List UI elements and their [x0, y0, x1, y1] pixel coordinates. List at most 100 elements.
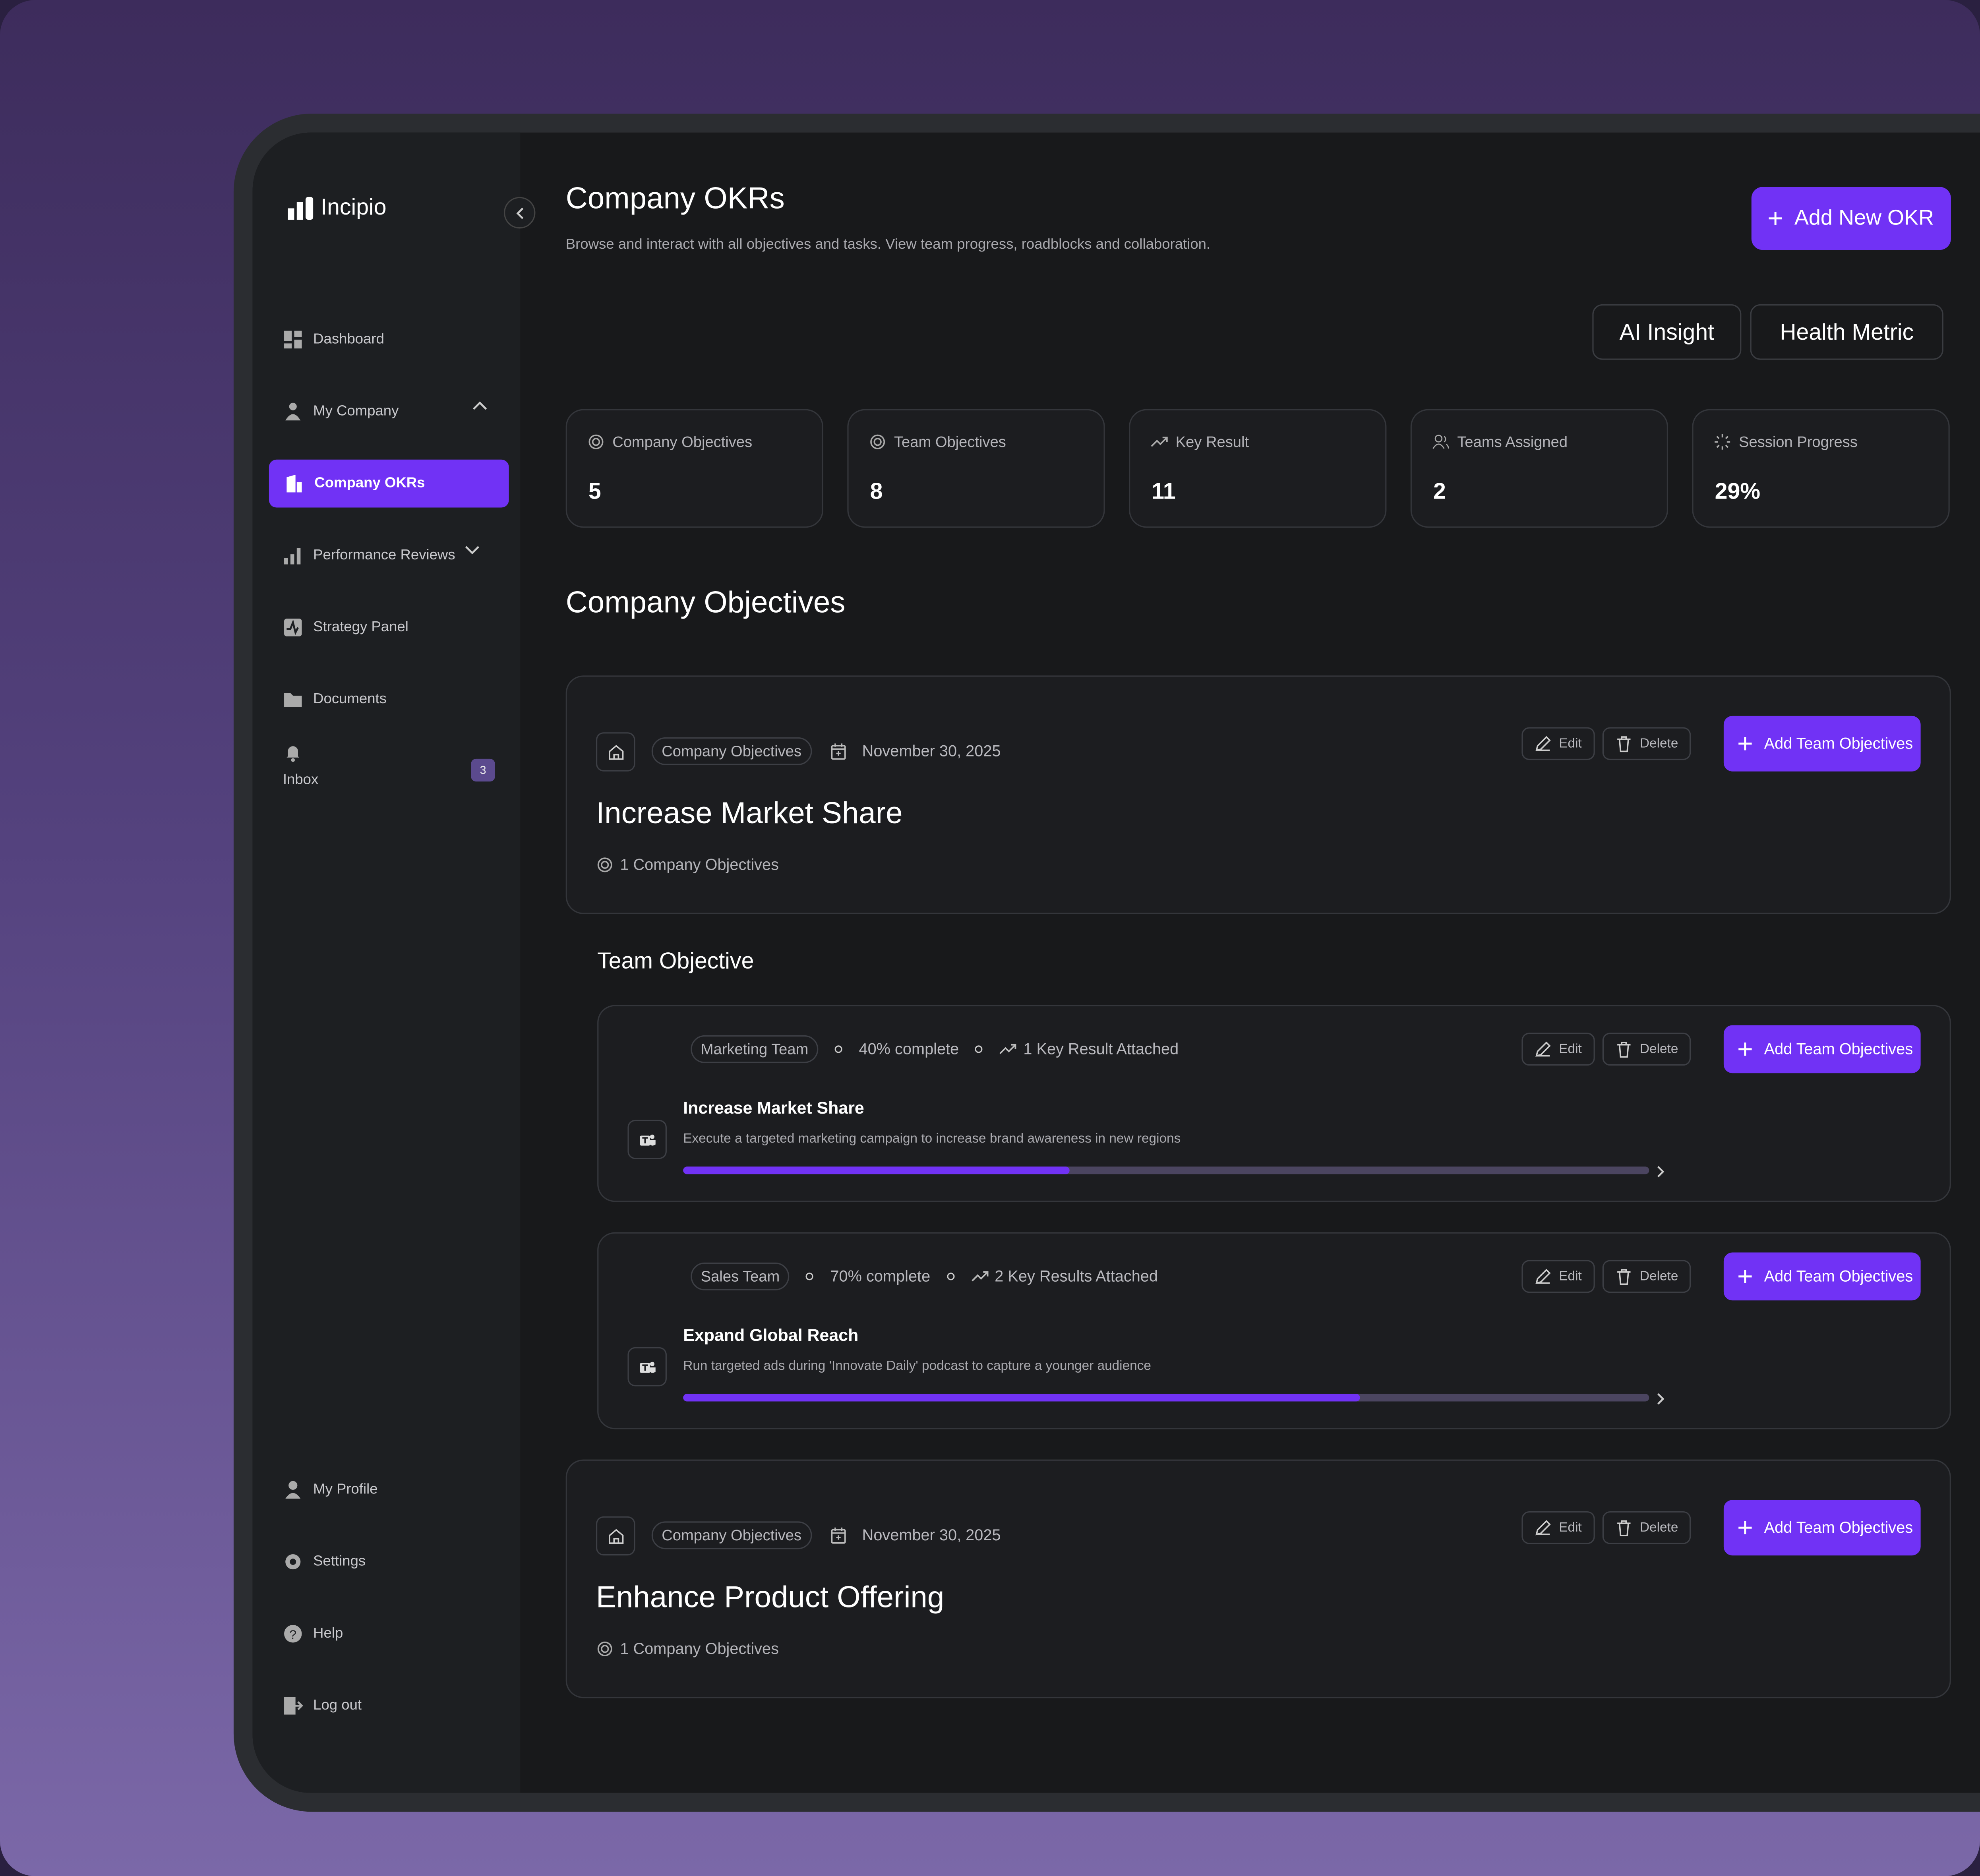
progress-fill: [683, 1394, 1360, 1402]
nav-label: Help: [313, 1626, 343, 1642]
nav-item[interactable]: Log out: [283, 1696, 362, 1716]
button-label: Edit: [1559, 736, 1582, 751]
icon: [597, 857, 612, 872]
sidebar: Incipio Dashboard My Company Company OKRs P…: [252, 132, 536, 1793]
dot: [975, 1045, 983, 1053]
objective-card: Company Objectives November 30, 2025 Incr…: [565, 675, 1951, 914]
icon: [284, 331, 302, 349]
icon: [1616, 1269, 1630, 1285]
stat-label-text: Company Objectives: [612, 433, 753, 451]
stat-label: Teams Assigned: [1432, 433, 1568, 451]
stat-label: Company Objectives: [587, 433, 752, 451]
screen: Incipio Dashboard My Company Company OKRs P…: [252, 132, 1980, 1793]
icon: [639, 1134, 655, 1145]
nav-item[interactable]: My Profile: [283, 1480, 378, 1500]
icon: [830, 743, 846, 760]
nav-label: Performance Reviews: [313, 548, 455, 563]
edit-button[interactable]: Edit: [1521, 1260, 1595, 1293]
action-bar: Edit Delete Add Team Objectives: [1445, 1500, 1950, 1556]
edit-button[interactable]: Edit: [1521, 727, 1595, 760]
button-label: Add Team Objectives: [1764, 1267, 1913, 1286]
team-objective-description: Run targeted ads during 'Innovate Daily'…: [683, 1358, 1151, 1374]
objective-card: Company Objectives November 30, 2025 Enha…: [565, 1459, 1951, 1698]
count-text: 1 Company Objectives: [620, 856, 779, 874]
add-team-objectives-button[interactable]: Add Team Objectives: [1723, 716, 1921, 772]
button-label: Edit: [1559, 1520, 1582, 1536]
objective-title: Increase Market Share: [596, 797, 903, 831]
icon: [870, 434, 885, 449]
nav-item[interactable]: Dashboard: [283, 329, 384, 350]
objective-count: 1 Company Objectives: [596, 856, 779, 874]
edit-button[interactable]: Edit: [1521, 1033, 1595, 1066]
delete-button[interactable]: Delete: [1602, 1511, 1691, 1544]
nav-item[interactable]: Strategy Panel: [283, 617, 408, 638]
section-title: Company Objectives: [565, 586, 846, 620]
objective-icon: [596, 732, 635, 772]
delete-button[interactable]: Delete: [1602, 1033, 1691, 1066]
dot: [946, 1273, 954, 1280]
delete-button[interactable]: Delete: [1602, 1260, 1691, 1293]
add-team-objectives-button[interactable]: Add Team Objectives: [1723, 1500, 1921, 1556]
actions: Edit Delete Add Team Objectives: [1521, 1500, 1921, 1556]
action-bar: Edit Delete Add Team Objectives: [1445, 1252, 1950, 1301]
delete-button[interactable]: Delete: [1602, 727, 1691, 760]
chevron[interactable]: [1657, 1392, 1665, 1405]
progress-label: 40% complete: [859, 1040, 959, 1058]
stat-card: Key Result 11: [1129, 409, 1387, 528]
nav-item[interactable]: My Company: [283, 401, 492, 422]
actions: Edit Delete Add Team Objectives: [1521, 1025, 1921, 1073]
icon: [608, 1528, 623, 1543]
icon: [1616, 1520, 1630, 1536]
button-label: Edit: [1559, 1269, 1582, 1284]
add-team-objectives-button[interactable]: Add Team Objectives: [1723, 1025, 1921, 1073]
icon: [588, 434, 604, 449]
add-okr-button[interactable]: Add New OKR: [1751, 187, 1951, 250]
icon: [830, 1527, 846, 1544]
dot: [806, 1273, 814, 1280]
nav-item[interactable]: ? Help: [283, 1624, 343, 1644]
team-icon: [627, 1347, 667, 1387]
nav-item[interactable]: Documents: [283, 689, 387, 710]
svg-text:?: ?: [289, 1627, 296, 1642]
edit-button[interactable]: Edit: [1521, 1511, 1595, 1544]
section-title: Team Objective: [597, 948, 754, 974]
stat-label-text: Session Progress: [1739, 433, 1858, 451]
stat-value: 11: [1152, 478, 1176, 504]
tab-button[interactable]: AI Insight: [1592, 304, 1742, 360]
progress-fill: [683, 1166, 1070, 1174]
nav-item[interactable]: Performance Reviews: [283, 545, 486, 566]
tab-button[interactable]: Health Metric: [1750, 304, 1943, 360]
nav-label: Settings: [313, 1554, 366, 1570]
nav-label: Documents: [313, 692, 387, 707]
add-team-objectives-button[interactable]: Add Team Objectives: [1723, 1252, 1921, 1301]
nav-item-active[interactable]: Company OKRs: [269, 459, 509, 508]
date: November 30, 2025: [862, 1526, 1001, 1544]
chevron[interactable]: [1657, 1165, 1665, 1178]
stat-card: Team Objectives 8: [847, 409, 1105, 528]
action-bar: Edit Delete Add Team Objectives: [1445, 716, 1950, 772]
icon: [1769, 212, 1782, 225]
icon: [1432, 435, 1449, 449]
stat-label: Team Objectives: [869, 433, 1006, 451]
nav-label: My Profile: [313, 1482, 378, 1498]
page-subtitle: Browse and interact with all objectives …: [565, 237, 1211, 253]
icon: [286, 746, 300, 762]
brand: Incipio: [288, 194, 387, 221]
button-label: Add Team Objectives: [1764, 1519, 1913, 1537]
team-objective-title: Expand Global Reach: [683, 1325, 859, 1345]
nav-item[interactable]: Settings: [283, 1552, 366, 1572]
nav-item[interactable]: Inbox: [283, 743, 318, 788]
stat-label-text: Key Result: [1175, 433, 1249, 451]
button-label: Add Team Objectives: [1764, 735, 1913, 753]
nav-label: My Company: [313, 404, 399, 420]
icon: [1535, 1269, 1550, 1284]
button-label: Add New OKR: [1794, 206, 1934, 230]
progress-track: [683, 1166, 1649, 1174]
icon: [1738, 737, 1752, 750]
icon: [284, 693, 302, 707]
team-icon: [627, 1120, 667, 1159]
stat-label-text: Team Objectives: [894, 433, 1006, 451]
collapse-button[interactable]: [503, 197, 536, 229]
nav-label: Dashboard: [313, 332, 384, 347]
